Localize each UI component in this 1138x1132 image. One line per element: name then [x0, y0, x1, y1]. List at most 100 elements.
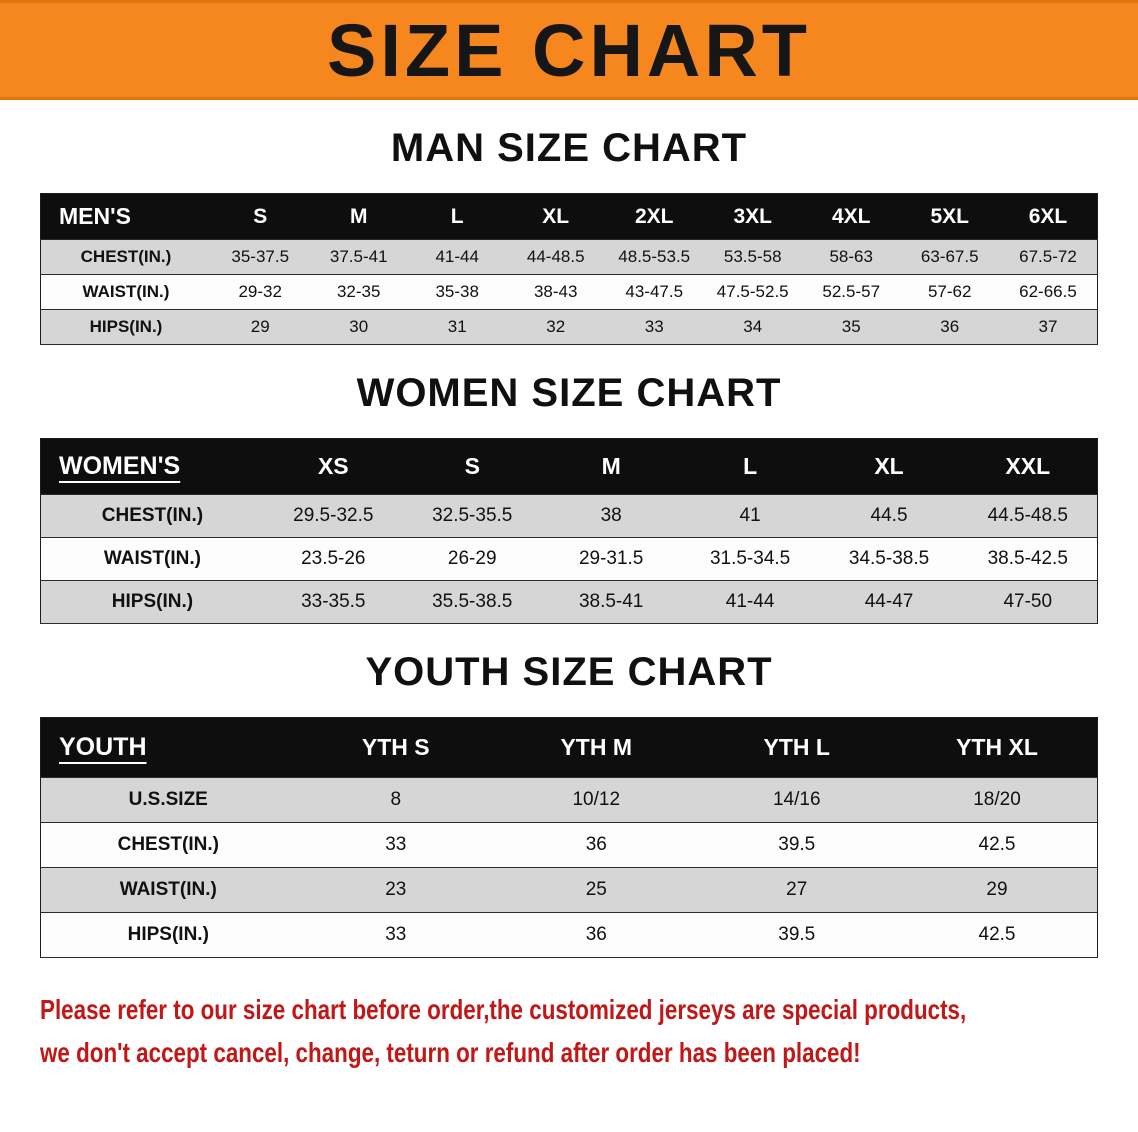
size-value-cell: 29.5-32.5: [263, 494, 403, 538]
row-label-cell: U.S.SIZE: [40, 777, 296, 823]
size-header-cell: S: [210, 193, 310, 240]
size-header-cell: XXL: [958, 438, 1098, 495]
size-header-cell: M: [309, 193, 408, 240]
measurement-row: WAIST(IN.) 29-32 32-35 35-38 38-43 43-47.5 47.…: [40, 274, 1098, 310]
size-value-cell: 38.5-42.5: [958, 537, 1098, 581]
women-section-heading: WOMEN SIZE CHART: [356, 371, 782, 415]
measurement-row: U.S.SIZE 8 10/12 14/16 18/20: [40, 777, 1098, 823]
size-header-cell: YTH XL: [896, 717, 1098, 778]
size-value-cell: 39.5: [696, 822, 897, 868]
measurement-row: HIPS(IN.) 33 36 39.5 42.5: [40, 912, 1098, 958]
size-value-cell: 52.5-57: [801, 274, 901, 310]
size-value-cell: 23: [295, 867, 497, 913]
size-value-cell: 35: [801, 309, 901, 345]
row-label-cell: CHEST(IN.): [40, 822, 296, 868]
size-value-cell: 47-50: [958, 580, 1098, 624]
size-value-cell: 29: [896, 867, 1098, 913]
size-value-cell: 58-63: [801, 239, 901, 275]
size-value-cell: 36: [496, 912, 697, 958]
size-value-cell: 62-66.5: [998, 274, 1098, 310]
measurement-row: CHEST(IN.) 33 36 39.5 42.5: [40, 822, 1098, 868]
size-value-cell: 25: [496, 867, 697, 913]
size-header-cell: YTH L: [696, 717, 897, 778]
row-label-cell: CHEST(IN.): [40, 239, 211, 275]
row-label-cell: HIPS(IN.): [40, 912, 296, 958]
size-header-cell: XL: [819, 438, 959, 495]
youth-size-table: YOUTH YTH S YTH M YTH L YTH XL U.S.SIZE 8 10/12…: [40, 717, 1098, 958]
size-value-cell: 41-44: [680, 580, 820, 624]
men-size-table: MEN'S S M L XL 2XL 3XL 4XL 5XL 6XL CHEST(IN.) 35-37…: [40, 193, 1098, 345]
size-value-cell: 53.5-58: [703, 239, 802, 275]
table-title-cell: YOUTH: [40, 717, 296, 778]
row-label-cell: WAIST(IN.): [40, 867, 296, 913]
men-section-heading: MAN SIZE CHART: [390, 126, 748, 170]
size-value-cell: 44.5-48.5: [958, 494, 1098, 538]
page-title: SIZE CHART: [327, 8, 811, 92]
size-value-cell: 30: [309, 309, 408, 345]
size-value-cell: 33-35.5: [263, 580, 403, 624]
women-size-section: WOMEN SIZE CHART WOMEN'S XS S M L XL XXL CHEST(…: [0, 371, 1138, 624]
size-value-cell: 44-48.5: [506, 239, 605, 275]
measurement-row: WAIST(IN.) 23 25 27 29: [40, 867, 1098, 913]
measurement-row: WAIST(IN.) 23.5-26 26-29 29-31.5 31.5-34.5 34…: [40, 537, 1098, 581]
size-value-cell: 35.5-38.5: [402, 580, 542, 624]
size-header-cell: 4XL: [801, 193, 901, 240]
row-label-cell: WAIST(IN.): [40, 537, 264, 581]
size-value-cell: 42.5: [896, 912, 1098, 958]
disclaimer: Please refer to our size chart before or…: [40, 988, 1138, 1075]
size-value-cell: 47.5-52.5: [703, 274, 802, 310]
disclaimer-line-2: we don't accept cancel, change, teturn o…: [40, 1037, 861, 1069]
measurement-row: CHEST(IN.) 35-37.5 37.5-41 41-44 44-48.5 48.5…: [40, 239, 1098, 275]
size-value-cell: 33: [604, 309, 704, 345]
size-value-cell: 33: [295, 912, 497, 958]
size-header-cell: XL: [506, 193, 605, 240]
size-chart-page: SIZE CHART MAN SIZE CHART MEN'S S M L XL 2XL 3…: [0, 0, 1138, 1075]
size-value-cell: 34.5-38.5: [819, 537, 959, 581]
size-header-cell: 2XL: [604, 193, 704, 240]
size-value-cell: 29-32: [210, 274, 310, 310]
size-header-cell: S: [402, 438, 542, 495]
size-value-cell: 29-31.5: [541, 537, 681, 581]
size-value-cell: 35-37.5: [210, 239, 310, 275]
size-value-cell: 31: [407, 309, 507, 345]
size-value-cell: 14/16: [696, 777, 897, 823]
size-value-cell: 39.5: [696, 912, 897, 958]
disclaimer-line-1: Please refer to our size chart before or…: [40, 994, 967, 1025]
youth-section-heading: YOUTH SIZE CHART: [365, 650, 773, 694]
size-header-cell: 3XL: [703, 193, 802, 240]
size-header-cell: M: [541, 438, 681, 495]
size-header-cell: 6XL: [998, 193, 1098, 240]
youth-size-section: YOUTH SIZE CHART YOUTH YTH S YTH M YTH L YTH…: [0, 650, 1138, 958]
size-header-cell: XS: [263, 438, 403, 495]
size-value-cell: 29: [210, 309, 310, 345]
size-value-cell: 35-38: [407, 274, 507, 310]
size-value-cell: 67.5-72: [998, 239, 1098, 275]
measurement-row: HIPS(IN.) 33-35.5 35.5-38.5 38.5-41 41-44 44-…: [40, 580, 1098, 624]
table-title-cell: MEN'S: [40, 193, 211, 240]
row-label-cell: HIPS(IN.): [40, 580, 264, 624]
size-value-cell: 18/20: [896, 777, 1098, 823]
size-value-cell: 36: [900, 309, 999, 345]
size-value-cell: 27: [696, 867, 897, 913]
size-value-cell: 44.5: [819, 494, 959, 538]
size-value-cell: 33: [295, 822, 497, 868]
size-header-cell: L: [680, 438, 820, 495]
size-value-cell: 32.5-35.5: [402, 494, 542, 538]
size-value-cell: 8: [295, 777, 497, 823]
size-value-cell: 37: [998, 309, 1098, 345]
size-value-cell: 26-29: [402, 537, 542, 581]
size-value-cell: 37.5-41: [309, 239, 408, 275]
row-label-cell: HIPS(IN.): [40, 309, 211, 345]
size-value-cell: 34: [703, 309, 802, 345]
men-size-section: MAN SIZE CHART MEN'S S M L XL 2XL 3XL 4XL 5XL 6XL…: [0, 126, 1138, 345]
size-value-cell: 48.5-53.5: [604, 239, 704, 275]
size-value-cell: 32: [506, 309, 605, 345]
banner: SIZE CHART: [0, 0, 1138, 100]
size-value-cell: 38: [541, 494, 681, 538]
size-value-cell: 32-35: [309, 274, 408, 310]
header-row: YOUTH YTH S YTH M YTH L YTH XL: [40, 717, 1098, 778]
table-title-cell: WOMEN'S: [40, 438, 264, 495]
size-value-cell: 41-44: [407, 239, 507, 275]
size-value-cell: 38-43: [506, 274, 605, 310]
size-header-cell: YTH M: [496, 717, 697, 778]
